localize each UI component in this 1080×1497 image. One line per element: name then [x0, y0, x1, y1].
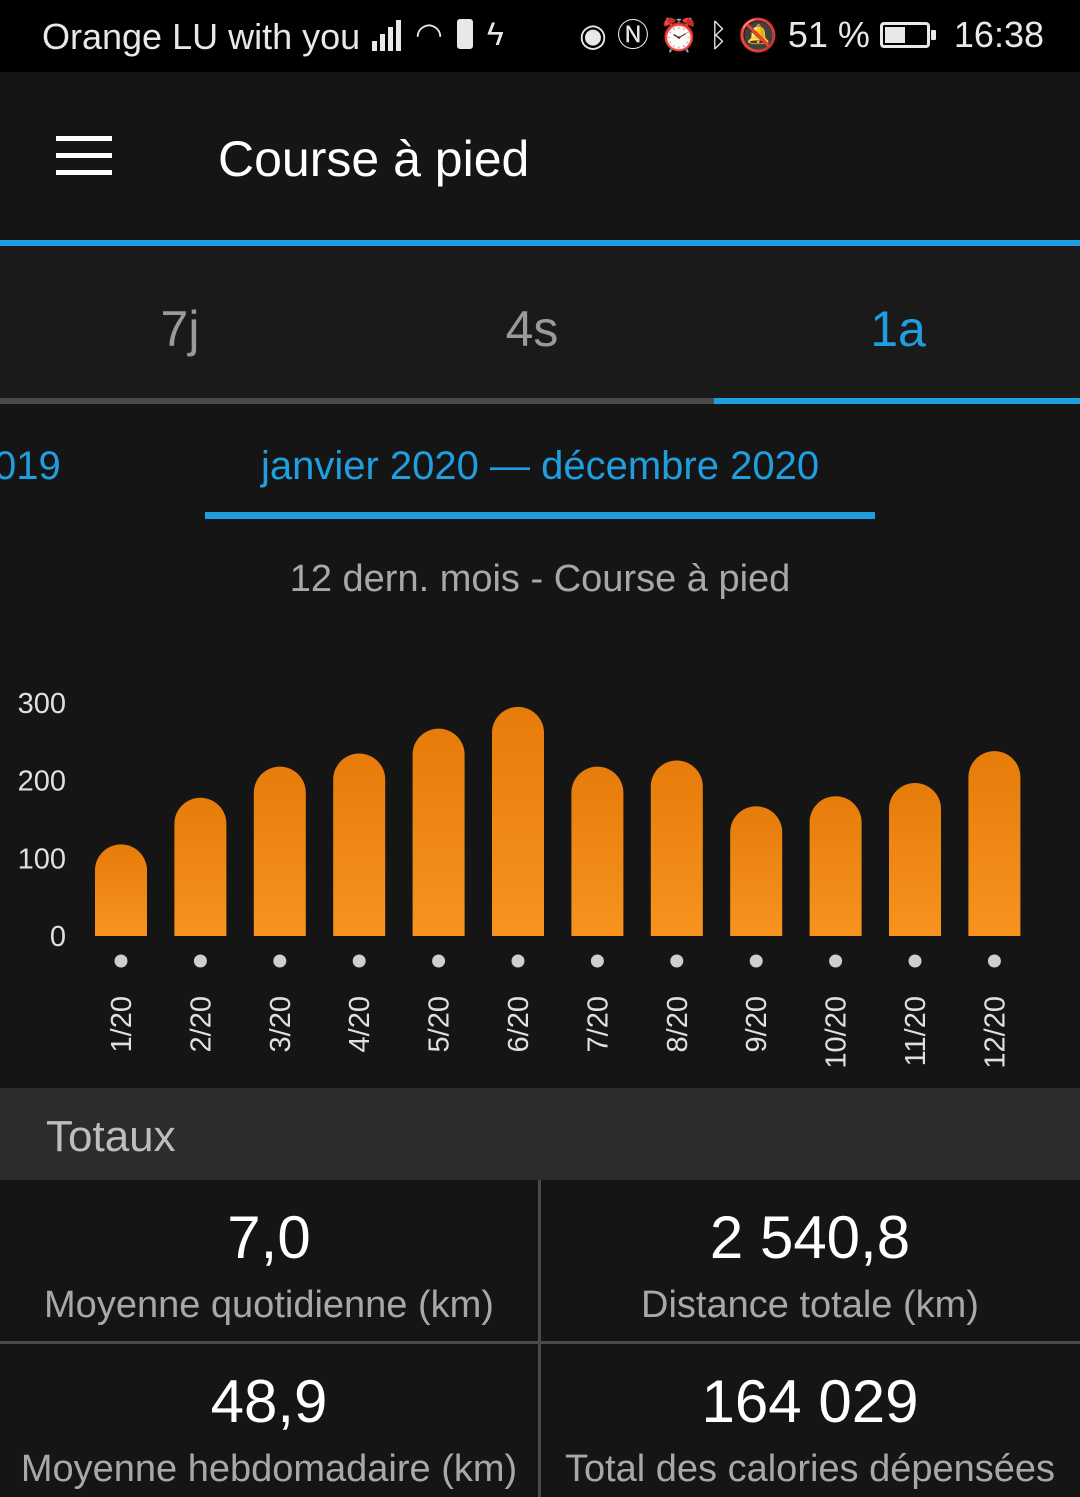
- battery-level: [884, 27, 906, 43]
- x-tick-dot: [908, 954, 922, 968]
- battery-icon: [879, 22, 936, 48]
- status-bar: Orange LU with you ◠ ϟ ◉ Ⓝ ⏰ ᛒ 🔕 51 % 16…: [0, 0, 1080, 72]
- daily-average-cell[interactable]: 7,0 Moyenne quotidienne (km): [0, 1208, 538, 1327]
- y-axis: 0 100 200 300: [18, 688, 66, 953]
- weekly-average-cell[interactable]: 48,9 Moyenne hebdomadaire (km): [0, 1372, 538, 1491]
- bar-3-20[interactable]: [253, 766, 306, 936]
- weekly-average-caption: Moyenne hebdomadaire (km): [20, 1448, 518, 1490]
- x-tick-label: 6/20: [503, 996, 535, 1052]
- bars[interactable]: [95, 706, 1021, 936]
- chart-subtitle: 12 dern. mois - Course à pied: [289, 558, 791, 600]
- tab-4-weeks[interactable]: 4s: [505, 301, 559, 357]
- alarm-icon: ⏰: [658, 17, 699, 53]
- status-icons-right: ◉ Ⓝ ⏰ ᛒ 🔕 51 % 16:38: [579, 14, 1044, 56]
- y-tick-label: 200: [18, 766, 66, 798]
- nfc-icon: Ⓝ: [616, 17, 649, 53]
- bar-6-20[interactable]: [492, 706, 544, 936]
- page-title: Course à pied: [218, 131, 530, 187]
- eye-icon: ◉: [579, 17, 607, 53]
- current-period[interactable]: janvier 2020 — décembre 2020: [260, 444, 820, 488]
- y-tick-label: 0: [50, 921, 66, 953]
- x-tick-dot: [670, 954, 684, 968]
- notifications-off-icon: 🔕: [738, 17, 778, 53]
- monthly-distance-chart: 0 100 200 300 1/20 2/20 3/20 4/20 5/20 6/20 7/20 8…: [18, 688, 1021, 1069]
- x-tick-label: 5/20: [424, 996, 456, 1052]
- x-tick-label: 9/20: [741, 996, 773, 1052]
- bar-10-20[interactable]: [809, 796, 862, 936]
- x-tick-dot: [432, 954, 446, 968]
- x-tick-label: 4/20: [344, 996, 376, 1052]
- bar-12-20[interactable]: [968, 751, 1021, 936]
- battery-percent: 51 %: [787, 14, 870, 55]
- totals-title: Totaux: [46, 1112, 176, 1161]
- status-icons-left: ◠ ϟ: [372, 14, 504, 54]
- total-distance-value: 2 540,8: [709, 1204, 911, 1271]
- tab-1-year[interactable]: 1a: [870, 301, 926, 357]
- bar-2-20[interactable]: [174, 797, 227, 936]
- daily-average-caption: Moyenne quotidienne (km): [44, 1284, 494, 1326]
- carrier-name: Orange LU with you: [42, 16, 361, 57]
- x-tick-dot: [749, 954, 763, 968]
- bar-1-20[interactable]: [95, 844, 147, 936]
- wifi-icon: ◠: [415, 16, 443, 52]
- bar-5-20[interactable]: [412, 728, 465, 936]
- x-tick-dot: [114, 954, 128, 968]
- x-tick-label: 2/20: [185, 996, 217, 1052]
- app-bar-accent-line: [0, 240, 1080, 246]
- x-tick-dot: [273, 954, 287, 968]
- x-tick-label: 12/20: [979, 996, 1011, 1069]
- total-calories-caption: Total des calories dépensées: [564, 1448, 1056, 1490]
- signal-icon: [372, 17, 401, 51]
- x-tick-label: 1/20: [106, 996, 138, 1052]
- grid-horizontal-divider: [0, 1341, 1080, 1344]
- total-calories-value: 164 029: [701, 1368, 919, 1435]
- grid-vertical-divider: [538, 1180, 541, 1497]
- menu-icon[interactable]: [56, 136, 112, 176]
- y-tick-label: 300: [18, 688, 66, 720]
- total-distance-cell[interactable]: 2 540,8 Distance totale (km): [541, 1208, 1079, 1327]
- app-bar: Course à pied: [0, 72, 1080, 240]
- x-tick-label: 3/20: [265, 996, 297, 1052]
- current-period-underline: [205, 512, 875, 519]
- x-tick-dot: [590, 954, 604, 968]
- bar-8-20[interactable]: [650, 760, 703, 936]
- x-tick-dot: [829, 954, 843, 968]
- clock: 16:38: [953, 14, 1044, 55]
- x-tick-dot: [511, 954, 525, 968]
- bar-7-20[interactable]: [571, 766, 624, 936]
- previous-period[interactable]: 019: [0, 444, 61, 488]
- x-tick-label: 7/20: [582, 996, 614, 1052]
- x-tick-dot: [193, 954, 207, 968]
- tab-7-days[interactable]: 7j: [160, 301, 200, 357]
- total-calories-cell[interactable]: 164 029 Total des calories dépensées: [541, 1372, 1079, 1491]
- activity-icon: ϟ: [486, 16, 504, 52]
- total-distance-caption: Distance totale (km): [641, 1284, 979, 1326]
- x-tick-dot: [987, 954, 1001, 968]
- x-axis: 1/20 2/20 3/20 4/20 5/20 6/20 7/20 8/20 9/20 10/2…: [106, 954, 1011, 1069]
- daily-average-value: 7,0: [227, 1204, 311, 1271]
- y-tick-label: 100: [18, 843, 66, 875]
- x-tick-label: 8/20: [662, 996, 694, 1052]
- bar-11-20[interactable]: [889, 782, 941, 936]
- totals-grid: 7,0 Moyenne quotidienne (km) 2 540,8 Dis…: [0, 1180, 1080, 1497]
- x-tick-label: 11/20: [900, 996, 932, 1066]
- tabs-track: [0, 398, 1080, 404]
- bluetooth-icon: ᛒ: [708, 17, 728, 53]
- weekly-average-value: 48,9: [210, 1368, 328, 1435]
- bar-4-20[interactable]: [333, 753, 386, 936]
- totals-header: Totaux: [0, 1088, 1080, 1180]
- range-tabs: 7j 4s 1a: [0, 246, 1080, 398]
- battery-saver-icon: [456, 19, 473, 49]
- active-tab-indicator: [714, 398, 1080, 404]
- x-tick-dot: [352, 954, 366, 968]
- x-tick-label: 10/20: [821, 996, 853, 1069]
- bar-9-20[interactable]: [730, 806, 783, 936]
